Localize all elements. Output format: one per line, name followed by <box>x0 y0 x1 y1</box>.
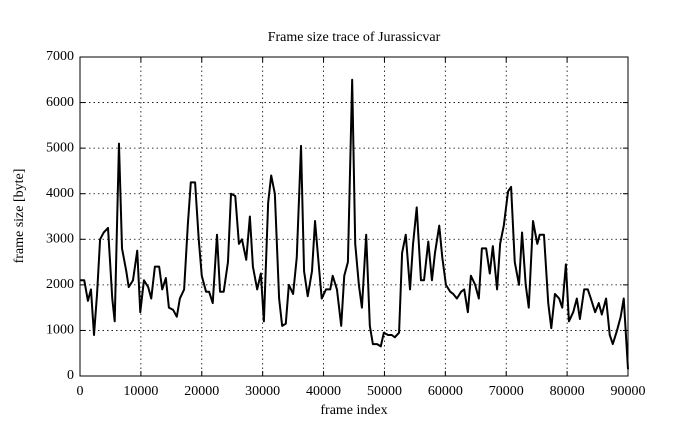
x-tick-label: 20000 <box>184 384 219 399</box>
y-tick-label: 5000 <box>46 140 74 155</box>
y-tick-label: 4000 <box>46 186 74 201</box>
y-tick-label: 2000 <box>46 277 74 292</box>
x-tick-label: 80000 <box>550 384 585 399</box>
y-tick-label: 3000 <box>46 232 74 247</box>
y-axis-label: frame size [byte] <box>12 169 27 264</box>
plot-frame <box>79 56 629 377</box>
chart-title: Frame size trace of Jurassicvar <box>268 30 441 45</box>
y-tick-label: 1000 <box>46 323 74 338</box>
x-tick-label: 30000 <box>245 384 280 399</box>
y-tick-label: 7000 <box>46 49 74 64</box>
x-tick-label: 40000 <box>306 384 341 399</box>
x-tick-label: 70000 <box>489 384 524 399</box>
x-tick-label: 60000 <box>428 384 463 399</box>
x-axis-label: frame index <box>320 403 387 418</box>
x-tick-label: 90000 <box>611 384 646 399</box>
x-tick-label: 0 <box>77 384 84 399</box>
x-tick-label: 50000 <box>367 384 402 399</box>
y-tick-label: 6000 <box>46 95 74 110</box>
data-line <box>80 78 629 370</box>
y-tick-label: 0 <box>67 368 74 383</box>
x-tick-label: 10000 <box>123 384 158 399</box>
